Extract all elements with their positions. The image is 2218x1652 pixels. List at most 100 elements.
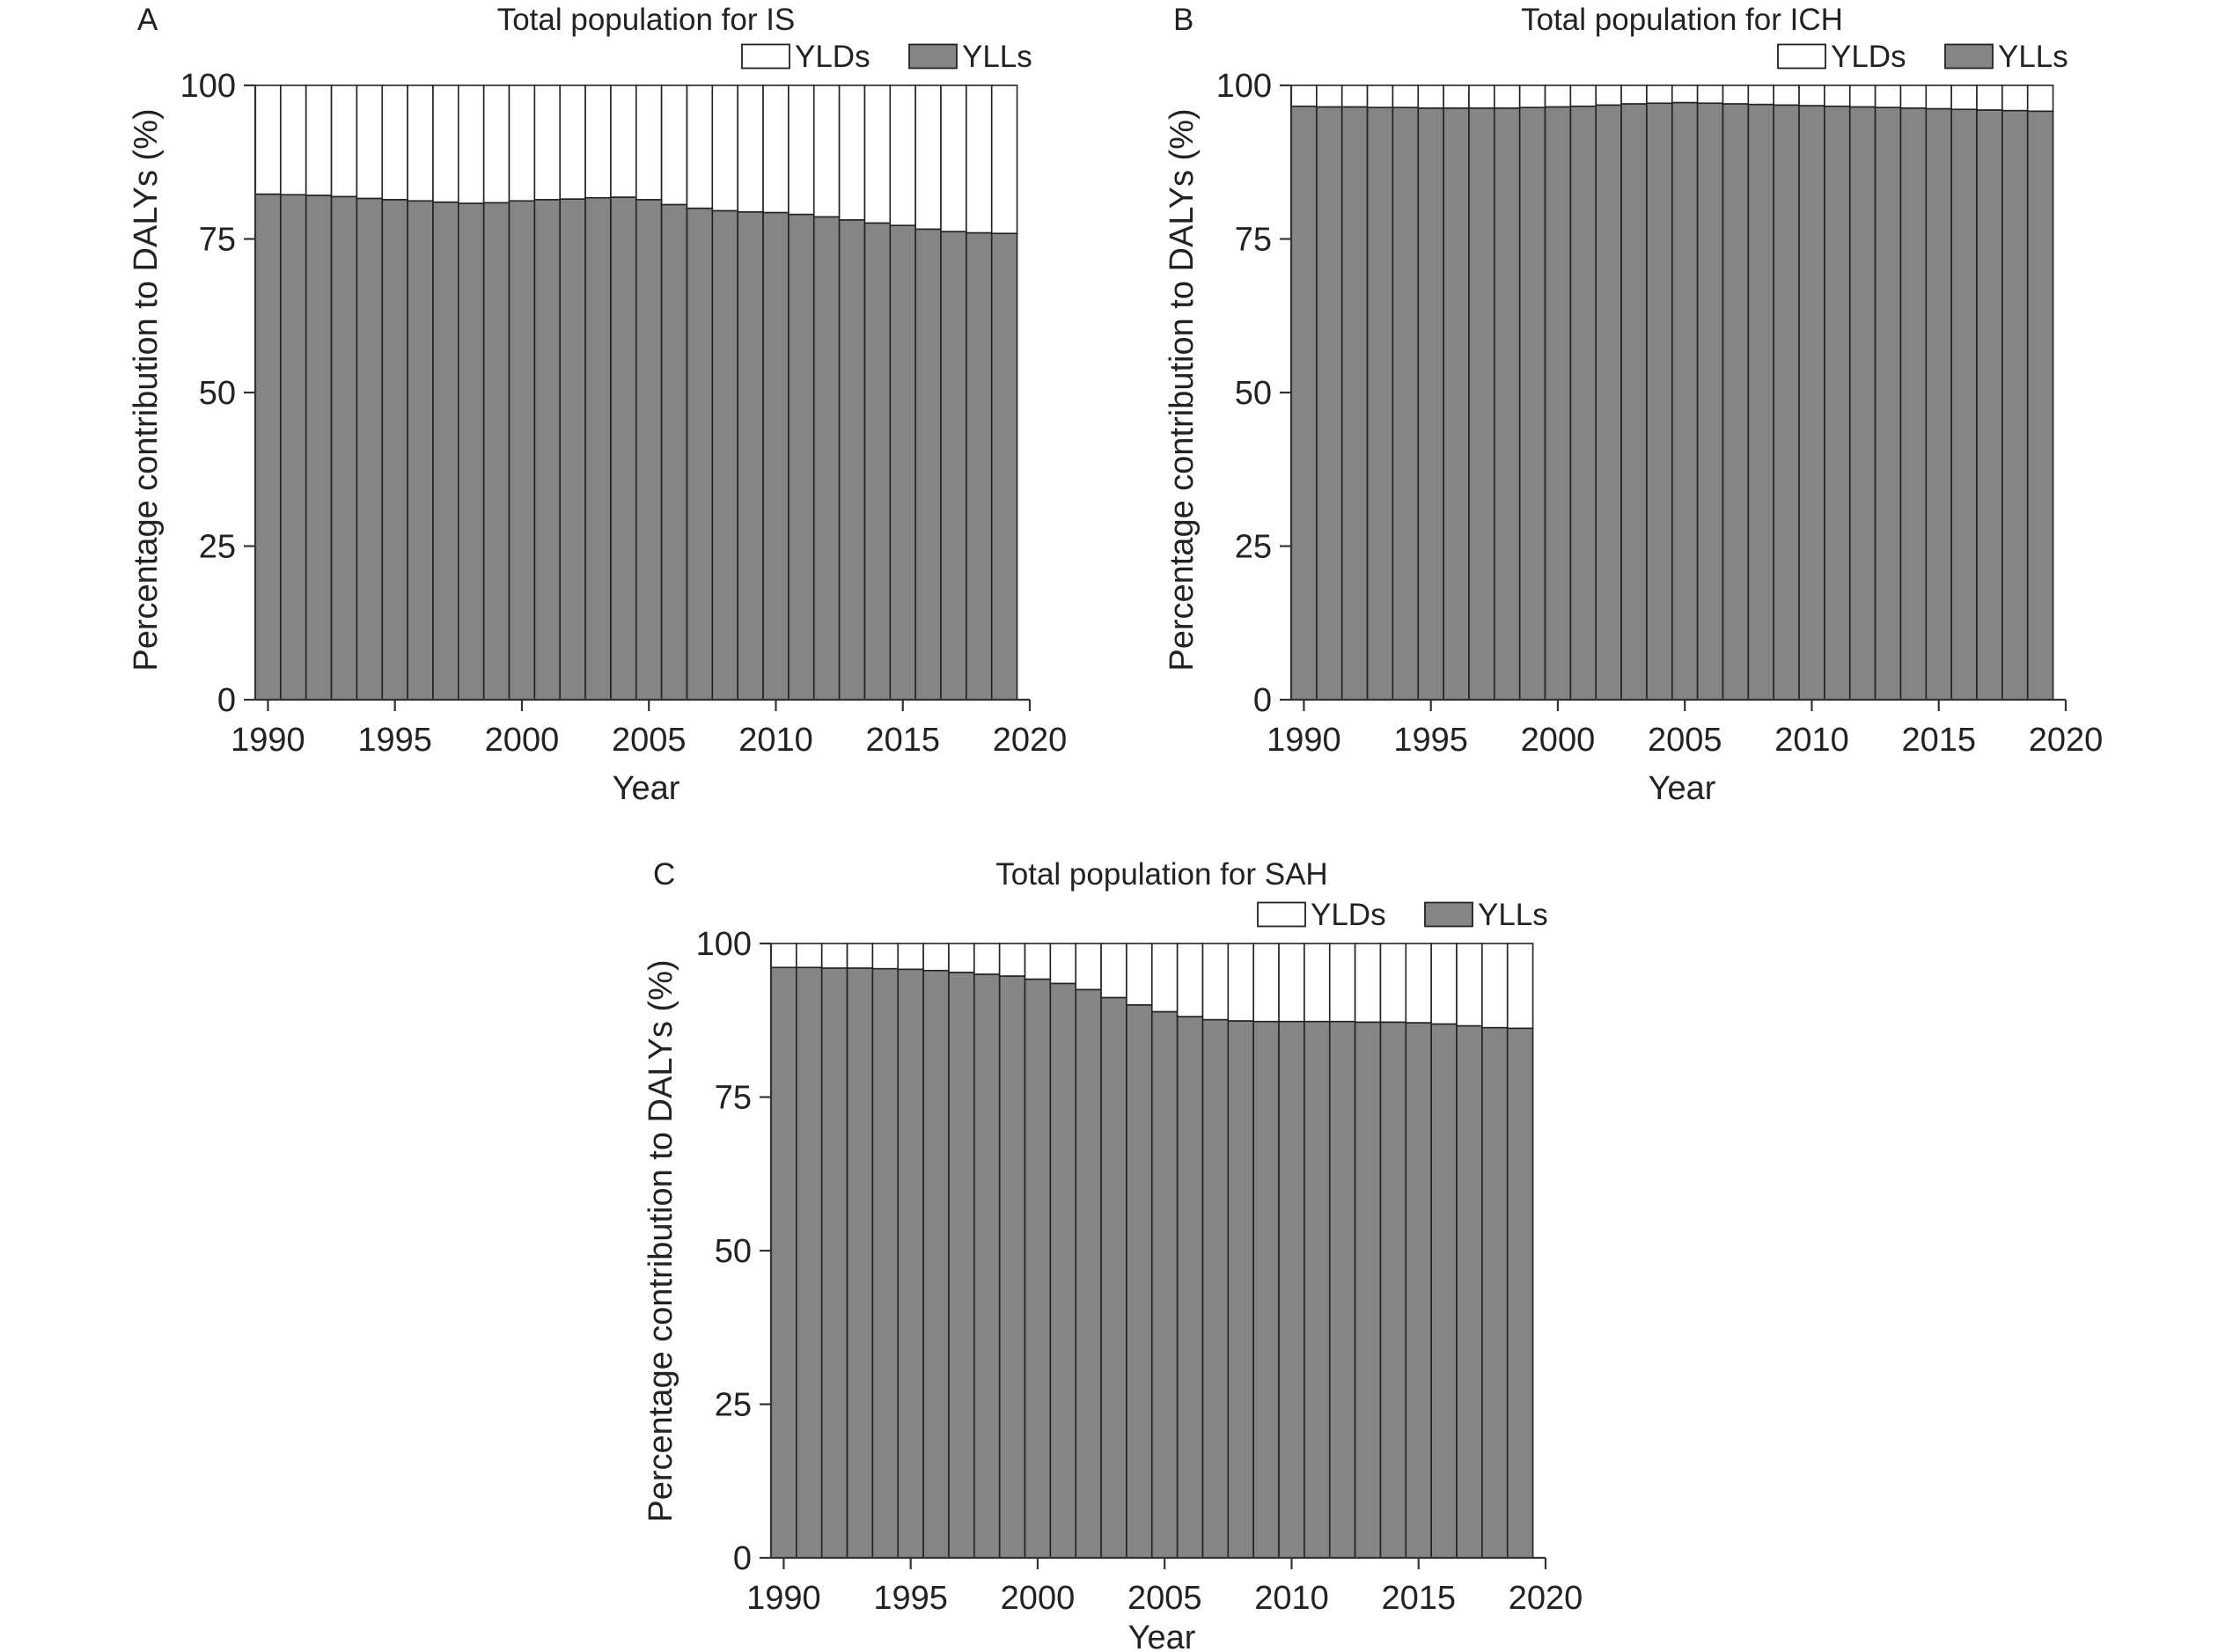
- bar-ylls-1997: [948, 972, 975, 1559]
- bar-ylds-1992: [1340, 84, 1369, 108]
- bar-ylls-1996: [922, 969, 950, 1559]
- bar-ylls-2015: [1925, 107, 1952, 701]
- bar-ylls-2011: [1824, 105, 1851, 701]
- y-tick-label-0: 0: [1253, 682, 1272, 719]
- bar-ylls-1995: [381, 199, 408, 701]
- bar-ylls-2018: [2001, 109, 2029, 701]
- bar-ylds-2006: [660, 84, 688, 206]
- bar-ylls-2002: [559, 198, 586, 701]
- legend-swatch-ylds: [741, 43, 790, 70]
- bar-ylls-2005: [1671, 101, 1699, 701]
- bar-ylls-1999: [998, 975, 1026, 1559]
- x-tick-label-2010: 2010: [738, 722, 813, 759]
- bar-ylls-1998: [458, 202, 485, 701]
- bar-ylds-1993: [846, 943, 874, 969]
- bar-ylds-2005: [1671, 84, 1699, 104]
- bar-ylds-1996: [407, 84, 434, 202]
- bar-ylds-2011: [788, 84, 815, 216]
- bar-ylds-1991: [796, 943, 823, 969]
- bar-ylls-2000: [508, 200, 536, 701]
- bar-ylds-2018: [1481, 943, 1509, 1029]
- bar-ylds-2016: [914, 84, 942, 231]
- panel-b-bars: [1290, 84, 2054, 701]
- panel-a-letter: A: [137, 3, 158, 37]
- bar-ylds-2017: [1976, 84, 2003, 111]
- bar-ylls-2019: [2026, 110, 2054, 701]
- panel-b-ylabel: Percentage contribution to DALYs (%): [1164, 108, 1201, 671]
- bar-ylls-2010: [762, 211, 790, 701]
- bar-ylds-2013: [838, 84, 866, 221]
- panel-c: C Total population for SAH Percentage co…: [643, 857, 1583, 1652]
- bar-ylds-1995: [381, 84, 408, 201]
- bar-ylds-2015: [889, 84, 916, 226]
- x-tick-label-1990: 1990: [231, 722, 305, 759]
- bar-ylds-2011: [1304, 943, 1331, 1023]
- bar-ylls-2018: [966, 231, 993, 701]
- panel-c-bars: [770, 943, 1534, 1559]
- bar-ylds-1996: [922, 943, 950, 972]
- panel-b-xlabel: Year: [1649, 770, 1716, 807]
- bar-ylds-1990: [1290, 84, 1318, 107]
- bar-ylls-2001: [533, 199, 562, 701]
- y-tick-label-75: 75: [1235, 222, 1272, 259]
- bar-ylds-1990: [770, 943, 797, 969]
- bar-ylds-2009: [737, 84, 764, 213]
- bar-ylls-2013: [838, 219, 866, 701]
- bar-ylls-2001: [1569, 105, 1597, 701]
- panel-b-axes: 0 25 50 75 100 1990 1995 2000 2005 2010 2015 2020: [1216, 68, 2104, 759]
- bar-ylds-1994: [356, 84, 384, 200]
- bar-ylls-2012: [1328, 1020, 1356, 1559]
- bar-ylds-1993: [330, 84, 358, 198]
- y-tick-label-75: 75: [715, 1080, 752, 1117]
- bar-ylds-2001: [533, 84, 562, 201]
- bar-ylls-2010: [1278, 1020, 1305, 1559]
- panel-c-letter: C: [653, 857, 675, 892]
- bar-ylds-2002: [559, 84, 586, 200]
- x-tick-label-2005: 2005: [612, 722, 687, 759]
- bar-ylls-1998: [973, 973, 1001, 1559]
- bar-ylds-2019: [1506, 943, 1534, 1030]
- legend-label-ylls: YLLs: [1998, 40, 2068, 74]
- bar-ylds-2018: [966, 84, 993, 234]
- bar-ylls-2016: [1950, 108, 1978, 701]
- x-tick-label-2020: 2020: [993, 722, 1068, 759]
- bar-ylls-2003: [1100, 996, 1127, 1559]
- bar-ylls-1997: [1468, 107, 1495, 701]
- bar-ylls-2017: [1456, 1024, 1483, 1559]
- panel-a-ylabel: Percentage contribution to DALYs (%): [128, 108, 165, 671]
- y-tick-label-75: 75: [199, 222, 236, 259]
- bar-ylls-2004: [610, 196, 637, 701]
- panel-c-legend: YLDs YLLs: [1257, 898, 1548, 932]
- bar-ylls-1998: [1494, 107, 1521, 701]
- bar-ylls-2002: [1075, 988, 1102, 1559]
- y-tick-label-25: 25: [715, 1387, 752, 1424]
- x-tick-label-2015: 2015: [865, 722, 940, 759]
- x-tick-label-1990: 1990: [746, 1580, 821, 1617]
- bar-ylls-2019: [1506, 1027, 1534, 1559]
- bar-ylds-1997: [432, 84, 459, 203]
- x-tick-label-2000: 2000: [1001, 1580, 1076, 1617]
- bar-ylls-2011: [1304, 1020, 1331, 1559]
- bar-ylds-2002: [1595, 84, 1622, 106]
- panel-c-title: Total population for SAH: [995, 857, 1327, 892]
- legend-swatch-ylds: [1257, 901, 1306, 928]
- bar-ylls-1994: [871, 967, 900, 1559]
- bar-ylls-1991: [1316, 106, 1343, 701]
- y-tick-label-25: 25: [199, 529, 236, 566]
- bar-ylds-1991: [280, 84, 307, 196]
- bar-ylls-1996: [407, 200, 434, 701]
- bar-ylds-2017: [940, 84, 967, 232]
- bar-ylds-2003: [1620, 84, 1648, 105]
- bar-ylds-1994: [1392, 84, 1420, 108]
- bar-ylds-2005: [1150, 943, 1179, 1013]
- bar-ylds-2016: [1430, 943, 1458, 1025]
- legend-label-ylls: YLLs: [962, 40, 1032, 74]
- x-tick-label-2010: 2010: [1254, 1580, 1329, 1617]
- bar-ylls-2004: [1646, 102, 1673, 701]
- bar-ylds-1994: [871, 943, 900, 970]
- bar-ylls-2011: [788, 213, 815, 701]
- bar-ylls-1999: [1518, 106, 1546, 701]
- bar-ylds-2015: [1405, 943, 1432, 1024]
- bar-ylls-2012: [1848, 106, 1876, 701]
